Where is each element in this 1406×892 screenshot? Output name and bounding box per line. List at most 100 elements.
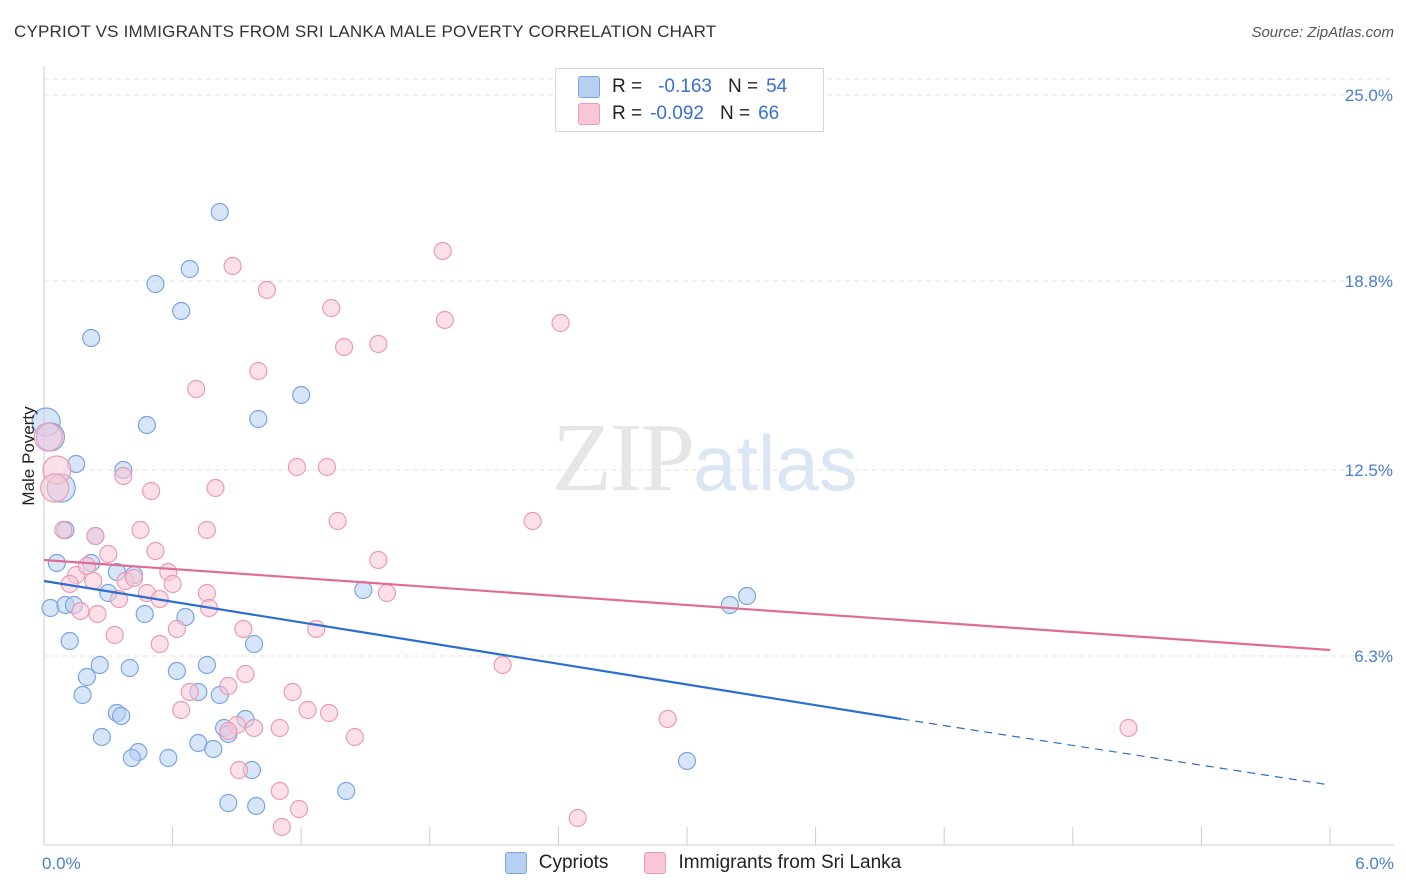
n-label: N = — [727, 76, 759, 97]
srilanka-swatch — [644, 852, 667, 874]
cypriot-point — [249, 409, 268, 429]
srilanka-point — [219, 676, 238, 696]
cypriot-point — [292, 385, 311, 405]
srilanka-point — [272, 817, 292, 837]
srilanka-point — [197, 520, 216, 540]
r-value: -0.163 — [658, 76, 712, 97]
n-value: 54 — [766, 76, 788, 97]
cypriot-point — [146, 274, 165, 294]
srilanka-point — [146, 541, 165, 561]
grid-layer — [44, 78, 1394, 657]
srilanka-point — [229, 760, 249, 780]
cypriot-point — [159, 748, 178, 768]
cypriot-point — [737, 586, 757, 606]
srilanka-point — [131, 520, 150, 540]
cypriot-point — [120, 658, 139, 678]
legend-label-cypriots: Cypriots — [538, 852, 609, 873]
cypriot-point — [82, 328, 101, 348]
cypriot-point — [677, 751, 697, 771]
legend-row-srilanka: R = -0.092 N = 66 — [578, 102, 779, 126]
trend-layer — [43, 558, 1331, 786]
srilanka-point — [435, 310, 454, 330]
srilanka-point — [187, 379, 206, 399]
cypriot-point — [180, 259, 199, 279]
srilanka-point — [124, 568, 144, 588]
srilanka-point — [377, 583, 397, 603]
cypriot-point — [210, 202, 229, 222]
series-legend: Cypriots Immigrants from Sri Lanka — [0, 852, 1406, 874]
cypriot-point — [122, 748, 141, 768]
srilanka-point — [270, 718, 289, 738]
cypriot-point — [77, 667, 96, 687]
r-label: R = — [612, 76, 643, 97]
cypriot-point — [204, 739, 223, 759]
watermark: ZIPatlas — [552, 402, 858, 514]
srilanka-point — [163, 574, 182, 594]
srilanka-point — [1119, 718, 1138, 738]
cypriot-point — [167, 661, 186, 681]
cypriot-point — [197, 655, 216, 675]
srilanka-point — [328, 511, 347, 531]
srilanka-point — [236, 664, 255, 684]
legend-item-cypriots[interactable]: Cypriots — [504, 852, 609, 874]
srilanka-point — [105, 625, 124, 645]
srilanka-point — [172, 700, 191, 720]
srilanka-point — [270, 781, 289, 801]
cypriots-trendline — [43, 579, 902, 721]
srilanka-point — [551, 313, 570, 333]
srilanka-point — [369, 550, 388, 570]
x-tick-label-max: 6.0% — [1355, 854, 1394, 873]
srilanka-point — [86, 526, 105, 546]
cypriot-point — [41, 598, 60, 618]
srilanka-point — [568, 808, 587, 828]
cypriot-point — [73, 685, 92, 705]
cypriot-point — [90, 655, 109, 675]
srilanka-point — [142, 481, 161, 501]
source-label: Source: ZipAtlas.com — [1251, 24, 1394, 41]
cypriot-point — [219, 793, 238, 813]
cypriot-point — [135, 604, 154, 624]
srilanka-point — [369, 334, 388, 354]
srilanka-point — [180, 682, 199, 702]
srilanka-point — [317, 457, 337, 477]
srilanka-point — [114, 466, 133, 486]
axis-layer — [43, 66, 1394, 846]
srilanka-point — [33, 422, 63, 452]
cypriot-point — [337, 781, 356, 801]
srilanka-point — [244, 718, 264, 738]
cypriot-point — [720, 595, 739, 615]
srilanka-point — [54, 520, 73, 540]
points-layer — [31, 202, 1138, 837]
srilanka-point — [322, 298, 341, 318]
r-value: -0.092 — [650, 103, 704, 124]
srilanka-point — [234, 619, 253, 639]
srilanka-point — [150, 634, 169, 654]
legend-item-srilanka[interactable]: Immigrants from Sri Lanka — [644, 852, 901, 874]
srilanka-point — [206, 478, 225, 498]
chart-title: CYPRIOT VS IMMIGRANTS FROM SRI LANKA MAL… — [14, 22, 717, 41]
y-tick-label: 12.5% — [1345, 461, 1393, 480]
cypriots-trendline-extension — [901, 718, 1331, 786]
legend-row-cypriots: R = -0.163 N = 54 — [578, 75, 787, 99]
n-value: 66 — [758, 103, 780, 124]
srilanka-point — [71, 601, 90, 621]
srilanka-trendline — [43, 558, 1331, 652]
srilanka-point — [88, 604, 107, 624]
cypriot-point — [247, 796, 266, 816]
srilanka-point — [287, 457, 307, 477]
cypriot-point — [112, 706, 131, 726]
y-axis-label: Male Poverty — [19, 406, 38, 506]
srilanka-point — [334, 337, 354, 357]
correlation-legend: R = -0.163 N = 54 R = -0.092 N = 66 — [555, 68, 824, 132]
srilanka-point — [167, 619, 186, 639]
r-label: R = — [612, 103, 643, 124]
srilanka-point — [257, 280, 277, 300]
x-tick-label-min: 0.0% — [42, 854, 81, 873]
srilanka-point — [345, 727, 364, 747]
cypriot-point — [137, 415, 156, 435]
srilanka-point — [658, 709, 677, 729]
watermark-atlas: atlas — [693, 419, 858, 507]
y-tick-label: 6.3% — [1354, 647, 1393, 666]
srilanka-point — [219, 721, 238, 741]
